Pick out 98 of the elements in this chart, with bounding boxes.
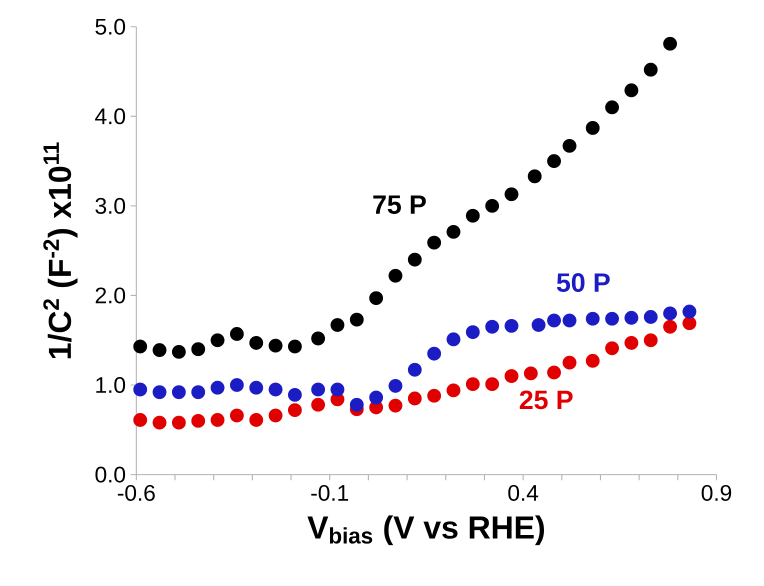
point [504,368,518,383]
point [605,100,619,114]
point [330,382,344,396]
point [547,154,561,168]
point [644,333,658,347]
point [408,362,422,377]
y-axis-title: 1/C$^{2}$ (F$^{-2}$) x10$^{11}$ [43,142,78,358]
point [562,356,576,370]
point [682,304,696,318]
point [350,312,364,326]
point [249,412,264,427]
point [268,382,282,396]
point [485,198,500,213]
point [388,268,402,282]
point [369,291,384,305]
point [644,62,658,76]
point [408,391,422,406]
point [466,325,480,339]
point [524,366,538,380]
point [152,343,166,357]
x-tick-label: -0.1 [311,484,348,501]
point [230,378,244,392]
x-tick-label: -0.6 [118,484,155,501]
point [249,380,264,394]
point [682,316,696,330]
point [191,414,206,428]
x-tick-label: 0.4 [508,484,538,501]
point [466,377,480,391]
point [605,312,619,326]
point [369,390,384,404]
point [504,187,518,201]
point [152,416,166,430]
point [230,408,244,422]
x-tick-label: 0.9 [702,484,732,501]
point [427,236,442,250]
point [446,224,460,239]
point [427,388,442,403]
annotation: 50 P [556,273,610,292]
point [350,398,364,412]
point [624,83,638,98]
point [191,385,206,399]
point [504,318,518,333]
point [663,36,677,50]
point [172,416,186,430]
point [210,380,224,394]
point [427,346,442,360]
point [485,320,500,334]
point [288,403,302,417]
point [663,320,677,334]
point [133,382,148,396]
point [172,344,186,359]
point [446,332,460,346]
y-tick-label: 5.0 [95,18,126,35]
point [330,318,344,332]
point [644,310,658,324]
point [230,326,244,341]
point [547,365,561,380]
point [624,310,638,325]
point [446,383,460,398]
point [311,331,326,346]
point [586,354,600,368]
point [466,208,480,222]
x-axis-title: V$_{bias}$ (V vs RHE) [307,515,544,545]
point [562,138,576,153]
point [586,312,600,326]
point [605,341,619,356]
point [388,398,402,412]
annotation: 25 P [520,390,573,410]
point [547,313,561,328]
point [532,318,546,332]
point [388,378,402,393]
point [249,336,264,350]
y-tick-label: 2.0 [96,287,126,304]
point [288,388,302,402]
point [663,306,677,320]
point [288,339,302,354]
annotation: 75 P [373,195,426,214]
point [311,382,326,396]
point [191,342,206,356]
point [528,169,542,184]
y-tick-label: 0.0 [95,466,126,482]
point [172,385,186,399]
point [133,412,148,427]
point [210,333,224,347]
point [624,336,638,350]
y-tick-label: 1.0 [96,376,126,393]
point [586,120,600,135]
point [485,377,500,391]
point [268,338,282,352]
y-tick-label: 4.0 [95,108,126,124]
point [311,398,326,412]
point [562,313,576,328]
point [408,252,422,266]
point [210,412,224,427]
point [152,385,166,399]
point [268,408,282,422]
y-tick-label: 3.0 [95,198,126,214]
point [133,339,148,354]
